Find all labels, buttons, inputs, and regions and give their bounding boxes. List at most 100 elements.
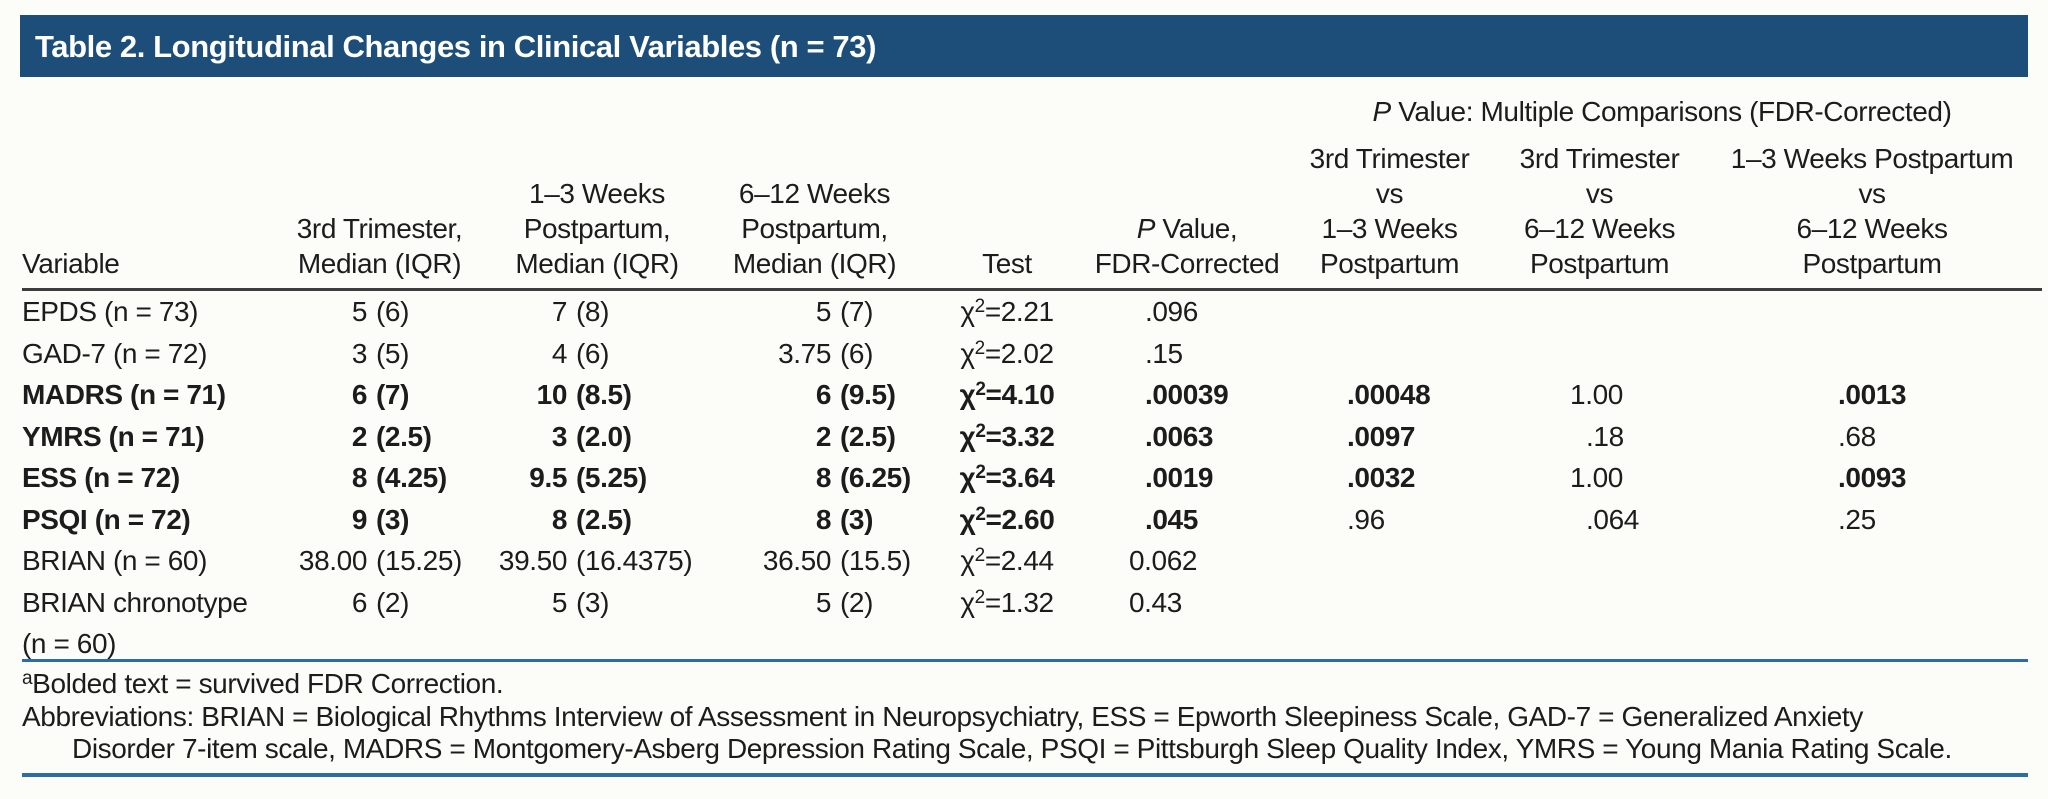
comparison-p-value-cell: [1702, 540, 2042, 582]
p-value-cell: .00039: [1145, 379, 1229, 410]
comparison-p-value-cell: 1.00: [1570, 462, 1623, 493]
test-statistic-cell: χ2=3.64: [959, 462, 1055, 493]
table-title-bar: Table 2. Longitudinal Changes in Clinica…: [20, 15, 2028, 77]
variable-cell: EPDS (n = 73): [22, 296, 199, 327]
group-header: P Value: Multiple Comparisons (FDR-Corre…: [1372, 96, 1952, 127]
comparison-p-value-cell: [1497, 582, 1702, 665]
median-iqr-cell: 5 (2): [815, 586, 874, 618]
comparison-p-value-cell: .0097: [1347, 420, 1416, 452]
table-row: PSQI (n = 72) 9 (3) 8 (2.5) 8 (3) χ2=2.60 .045 .9…: [22, 499, 2042, 541]
comparison-p-value-cell: .25: [1838, 503, 1876, 535]
variable-cell: MADRS (n = 71): [22, 379, 226, 410]
column-header: 3rd Trimester vs 6–12 Weeks Postpartum: [1497, 135, 1703, 291]
comparison-p-value-cell: [1282, 540, 1497, 582]
median-iqr-cell: 38.00 (15.25): [298, 545, 462, 576]
median-iqr-cell: 6 (2): [351, 586, 410, 618]
median-iqr-cell: 8 (4.25): [351, 462, 447, 493]
median-iqr-cell: 6 (9.5): [815, 379, 896, 410]
comparison-p-value-cell: .0013: [1838, 379, 1907, 410]
median-iqr-cell: 9 (3): [351, 503, 410, 535]
variable-cell: PSQI (n = 72): [22, 503, 191, 535]
table-row: EPDS (n = 73) 5 (6) 7 (8) 5 (7) χ2=2.21 .096: [22, 290, 2042, 333]
column-header: 3rd Trimester vs 1–3 Weeks Postpartum: [1282, 135, 1498, 291]
table-row: BRIAN chronotype (n = 60) 6 (2) 5 (3) 5 (2) χ2=…: [22, 582, 2042, 665]
column-header: 1–3 Weeks Postpartum, Median (IQR): [487, 135, 707, 291]
p-value-cell: .045: [1145, 503, 1198, 535]
column-header: 6–12 Weeks Postpartum, Median (IQR): [707, 135, 922, 291]
comparison-p-value-cell: .96: [1347, 503, 1385, 535]
median-iqr-cell: 36.50 (15.5): [762, 545, 911, 576]
median-iqr-cell: 7 (8): [551, 296, 610, 327]
comparison-p-value-cell: [1497, 540, 1702, 582]
comparison-p-value-cell: [1702, 333, 2042, 375]
variable-cell: YMRS (n = 71): [22, 420, 205, 452]
comparison-p-value-cell: .68: [1838, 420, 1876, 452]
comparison-p-value-cell: [1282, 582, 1497, 665]
comparison-p-value-cell: .0032: [1347, 462, 1416, 493]
column-header: Variable: [22, 135, 272, 291]
footnote-note: aBolded text = survived FDR Correction.: [22, 668, 2028, 701]
footnote-marker: a: [22, 668, 33, 689]
comparison-p-value-cell: 1.00: [1570, 379, 1623, 410]
median-iqr-cell: 5 (6): [351, 296, 410, 327]
comparison-p-value-cell: [1282, 333, 1497, 375]
comparison-p-value-cell: [1497, 290, 1702, 333]
test-statistic-cell: χ2=2.60: [959, 503, 1055, 535]
median-iqr-cell: 39.50 (16.4375): [498, 545, 693, 576]
comparison-p-value-cell: [1497, 333, 1702, 375]
comparison-p-value-cell: [1702, 290, 2042, 333]
median-iqr-cell: 5 (7): [815, 296, 874, 327]
table-row: BRIAN (n = 60) 38.00 (15.25) 39.50 (16.4375)…: [22, 540, 2042, 582]
comparison-p-value-cell: .18: [1586, 420, 1624, 452]
table-body: EPDS (n = 73) 5 (6) 7 (8) 5 (7) χ2=2.21 .096 GAD-…: [22, 290, 2042, 665]
abbreviations-line-2: Disorder 7-item scale, MADRS = Montgomer…: [72, 733, 1952, 764]
p-value-cell: 0.062: [1129, 545, 1198, 576]
column-header: Test: [922, 135, 1092, 291]
p-value-cell: .0019: [1145, 462, 1214, 493]
clinical-variables-table: P Value: Multiple Comparisons (FDR-Corre…: [22, 82, 2043, 665]
footnote-note-text: Bolded text = survived FDR Correction.: [32, 668, 504, 699]
variable-cell: BRIAN chronotype (n = 60): [22, 586, 248, 660]
comparison-p-value-cell: .00048: [1347, 379, 1431, 410]
table-row: MADRS (n = 71) 6 (7) 10 (8.5) 6 (9.5) χ2=4.10 .0…: [22, 374, 2042, 416]
column-header: 3rd Trimester, Median (IQR): [272, 135, 487, 291]
test-statistic-cell: χ2=4.10: [959, 379, 1055, 410]
median-iqr-cell: 2 (2.5): [351, 420, 432, 452]
test-statistic-cell: χ2=2.02: [960, 337, 1054, 369]
median-iqr-cell: 9.5 (5.25): [529, 462, 647, 493]
p-value-cell: .096: [1145, 296, 1198, 327]
table-title: Table 2. Longitudinal Changes in Clinica…: [35, 29, 877, 64]
table-row: YMRS (n = 71) 2 (2.5) 3 (2.0) 2 (2.5) χ2=3.32 .0…: [22, 416, 2042, 458]
median-iqr-cell: 8 (6.25): [815, 462, 911, 493]
variable-cell: BRIAN (n = 60): [22, 545, 208, 576]
median-iqr-cell: 3.75 (6): [778, 337, 874, 369]
median-iqr-cell: 8 (2.5): [551, 503, 632, 535]
table-row: ESS (n = 72) 8 (4.25) 9.5 (5.25) 8 (6.25) χ2=3.…: [22, 457, 2042, 499]
variable-cell: ESS (n = 72): [22, 462, 180, 493]
median-iqr-cell: 6 (7): [351, 379, 410, 410]
median-iqr-cell: 8 (3): [815, 503, 874, 535]
column-header-row: Variable 3rd Trimester, Median (IQR) 1–3 W…: [22, 135, 2043, 291]
median-iqr-cell: 3 (5): [351, 337, 410, 369]
median-iqr-cell: 2 (2.5): [815, 420, 896, 452]
median-iqr-cell: 5 (3): [551, 586, 610, 618]
comparison-p-value-cell: [1702, 582, 2042, 665]
test-statistic-cell: χ2=2.21: [960, 296, 1054, 327]
variable-cell: GAD-7 (n = 72): [22, 337, 208, 369]
footnotes: aBolded text = survived FDR Correction. …: [22, 659, 2028, 766]
p-value-cell: .15: [1145, 337, 1183, 369]
p-value-cell: 0.43: [1129, 586, 1182, 618]
abbreviations-line-1: Abbreviations: BRIAN = Biological Rhythm…: [22, 700, 1863, 732]
median-iqr-cell: 4 (6): [551, 337, 610, 369]
comparison-p-value-cell: .064: [1586, 503, 1639, 535]
group-header-row: P Value: Multiple Comparisons (FDR-Corre…: [22, 82, 2042, 135]
column-header: P Value, FDR-Corrected: [1092, 135, 1283, 291]
bottom-rule: [22, 773, 2028, 777]
test-statistic-cell: χ2=1.32: [960, 586, 1054, 618]
test-statistic-cell: χ2=2.44: [960, 545, 1054, 576]
comparison-p-value-cell: .0093: [1838, 462, 1907, 493]
median-iqr-cell: 10 (8.5): [536, 379, 632, 410]
test-statistic-cell: χ2=3.32: [959, 420, 1055, 452]
comparison-p-value-cell: [1282, 290, 1497, 333]
